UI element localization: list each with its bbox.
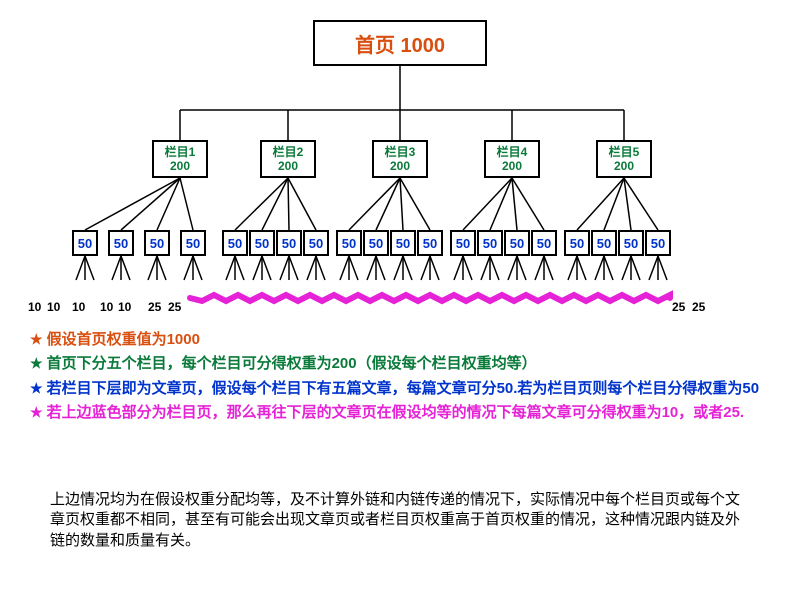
tiny-weight-label: 25 <box>148 300 161 314</box>
leaf-value: 50 <box>114 236 128 251</box>
column-node-5: 栏目5200 <box>596 140 652 178</box>
leaf-value: 50 <box>510 236 524 251</box>
col-value: 200 <box>170 159 190 173</box>
leaf-value: 50 <box>342 236 356 251</box>
leaf-node: 50 <box>72 230 98 256</box>
star-icon: ★ <box>30 331 43 347</box>
col-title: 栏目3 <box>385 145 416 159</box>
leaf-node: 50 <box>249 230 275 256</box>
leaf-node: 50 <box>417 230 443 256</box>
leaf-value: 50 <box>423 236 437 251</box>
leaf-value: 50 <box>228 236 242 251</box>
leaf-node: 50 <box>336 230 362 256</box>
leaf-value: 50 <box>456 236 470 251</box>
column-node-2: 栏目2200 <box>260 140 316 178</box>
star-icon: ★ <box>30 380 43 396</box>
col-value: 200 <box>390 159 410 173</box>
col-value: 200 <box>278 159 298 173</box>
leaf-node: 50 <box>144 230 170 256</box>
leaf-value: 50 <box>483 236 497 251</box>
tiny-weight-label: 25 <box>168 300 181 314</box>
leaf-node: 50 <box>450 230 476 256</box>
tiny-weight-label: 10 <box>100 300 113 314</box>
leaf-value: 50 <box>309 236 323 251</box>
star-icon: ★ <box>30 355 43 371</box>
leaf-node: 50 <box>363 230 389 256</box>
leaf-node: 50 <box>531 230 557 256</box>
col-title: 栏目4 <box>497 145 528 159</box>
leaf-node: 50 <box>564 230 590 256</box>
leaf-value: 50 <box>537 236 551 251</box>
leaf-node: 50 <box>477 230 503 256</box>
leaf-node: 50 <box>276 230 302 256</box>
column-node-1: 栏目1200 <box>152 140 208 178</box>
col-title: 栏目5 <box>609 145 640 159</box>
leaf-node: 50 <box>591 230 617 256</box>
leaf-value: 50 <box>186 236 200 251</box>
col-title: 栏目2 <box>273 145 304 159</box>
leaf-node: 50 <box>504 230 530 256</box>
leaf-node: 50 <box>390 230 416 256</box>
root-node: 首页 1000 <box>313 20 487 66</box>
star-icon: ★ <box>30 404 43 420</box>
leaf-node: 50 <box>222 230 248 256</box>
col-title: 栏目1 <box>165 145 196 159</box>
tiny-weight-label: 10 <box>47 300 60 314</box>
column-node-3: 栏目3200 <box>372 140 428 178</box>
leaf-value: 50 <box>78 236 92 251</box>
footer-text: 上边情况均为在假设权重分配均等，及不计算外链和内链传递的情况下，实际情况中每个栏… <box>50 491 740 549</box>
col-value: 200 <box>614 159 634 173</box>
root-label: 首页 1000 <box>355 29 445 58</box>
leaf-value: 50 <box>651 236 665 251</box>
leaf-value: 50 <box>255 236 269 251</box>
leaf-value: 50 <box>624 236 638 251</box>
tiny-weight-label: 10 <box>72 300 85 314</box>
bullet-text: 若上边蓝色部分为栏目页，那么再往下层的文章页在假设均等的情况下每篇文章可分得权重… <box>47 404 745 421</box>
leaf-value: 50 <box>597 236 611 251</box>
leaf-value: 50 <box>396 236 410 251</box>
bullet-item-2: ★首页下分五个栏目，每个栏目可分得权重为200（假设每个栏目权重均等） <box>30 354 770 374</box>
bullet-text: 假设首页权重值为1000 <box>47 331 200 348</box>
bullet-item-3: ★若栏目下层即为文章页，假设每个栏目下有五篇文章，每篇文章可分50.若为栏目页则… <box>30 379 770 399</box>
bullet-item-1: ★假设首页权重值为1000 <box>30 330 770 350</box>
column-node-4: 栏目4200 <box>484 140 540 178</box>
leaf-value: 50 <box>282 236 296 251</box>
bullet-text: 首页下分五个栏目，每个栏目可分得权重为200（假设每个栏目权重均等） <box>47 355 537 372</box>
tiny-weight-label: 25 <box>692 300 705 314</box>
footer-paragraph: 上边情况均为在假设权重分配均等，及不计算外链和内链传递的情况下，实际情况中每个栏… <box>50 490 750 551</box>
bullet-item-4: ★若上边蓝色部分为栏目页，那么再往下层的文章页在假设均等的情况下每篇文章可分得权… <box>30 403 770 423</box>
leaf-node: 50 <box>618 230 644 256</box>
tiny-weight-label: 10 <box>28 300 41 314</box>
tiny-weight-label: 10 <box>118 300 131 314</box>
leaf-node: 50 <box>108 230 134 256</box>
tiny-weight-label: 25 <box>672 300 685 314</box>
leaf-value: 50 <box>369 236 383 251</box>
bullet-text: 若栏目下层即为文章页，假设每个栏目下有五篇文章，每篇文章可分50.若为栏目页则每… <box>47 380 760 397</box>
leaf-node: 50 <box>303 230 329 256</box>
leaf-node: 50 <box>645 230 671 256</box>
col-value: 200 <box>502 159 522 173</box>
leaf-value: 50 <box>150 236 164 251</box>
bullet-list: ★假设首页权重值为1000★首页下分五个栏目，每个栏目可分得权重为200（假设每… <box>30 330 770 427</box>
leaf-node: 50 <box>180 230 206 256</box>
leaf-value: 50 <box>570 236 584 251</box>
